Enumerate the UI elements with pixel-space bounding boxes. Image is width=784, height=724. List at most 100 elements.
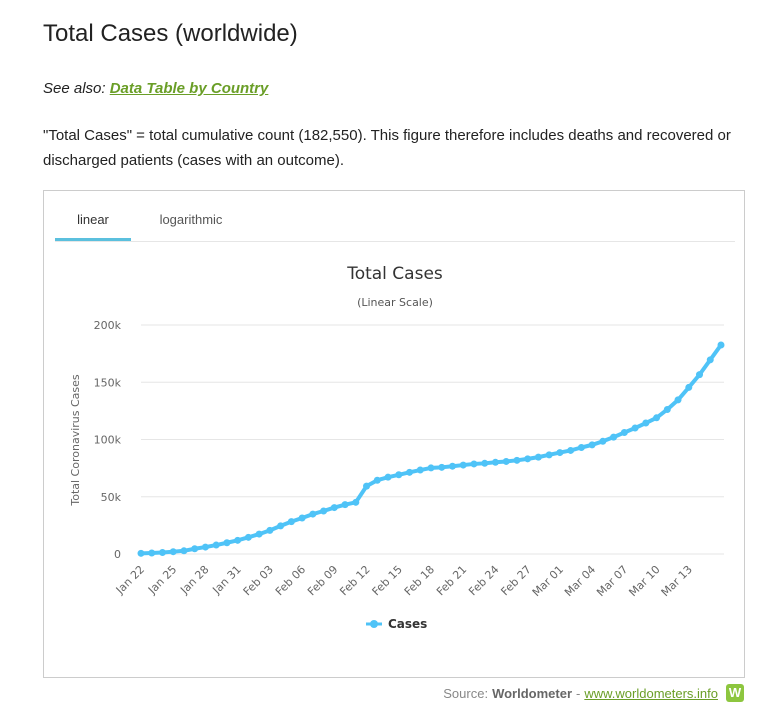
x-tick-label: Feb 09	[305, 563, 340, 598]
data-point	[137, 549, 145, 557]
data-point	[545, 451, 553, 459]
total-cases-chart: Total Cases (Linear Scale) Total Coronav…	[69, 264, 725, 631]
data-point	[309, 510, 317, 518]
y-axis-label: Total Coronavirus Cases	[69, 374, 82, 507]
x-tick-label: Feb 21	[434, 563, 469, 598]
source-separator: -	[576, 685, 581, 701]
page-title: Total Cases (worldwide)	[43, 20, 298, 47]
x-tick-label: Feb 27	[498, 563, 533, 598]
source-credit: Source: Worldometer - www.worldometers.i…	[443, 684, 744, 702]
data-point	[416, 466, 424, 474]
data-point	[169, 548, 177, 556]
data-point	[706, 356, 714, 364]
worldometer-logo-icon[interactable]: W	[726, 684, 744, 702]
data-point	[631, 424, 639, 432]
data-point	[255, 530, 263, 538]
y-tick-label: 150k	[94, 376, 122, 389]
data-point	[620, 429, 628, 437]
y-tick-label: 100k	[94, 434, 122, 447]
data-point	[395, 471, 403, 479]
data-point	[610, 433, 618, 441]
x-tick-label: Jan 28	[177, 563, 211, 597]
data-point	[427, 464, 435, 472]
x-tick-label: Feb 06	[273, 563, 308, 598]
chart-title: Total Cases	[346, 264, 443, 284]
chart-subtitle: (Linear Scale)	[357, 296, 433, 309]
x-tick-label: Jan 31	[210, 563, 244, 597]
data-point	[513, 456, 521, 464]
data-point	[481, 459, 489, 467]
tab-linear[interactable]: linear	[55, 201, 131, 241]
data-point	[287, 518, 295, 526]
data-point	[298, 514, 306, 522]
chart-tabs: linear logarithmic	[55, 201, 735, 242]
data-point	[491, 458, 499, 466]
data-point	[696, 371, 704, 379]
gridlines	[141, 324, 724, 555]
data-point	[448, 462, 456, 470]
worldometers-link[interactable]: www.worldometers.info	[584, 685, 718, 701]
data-point	[588, 441, 596, 449]
y-tick-label: 0	[114, 548, 121, 561]
data-point	[244, 533, 252, 541]
data-point	[266, 526, 274, 534]
see-also-prefix: See also:	[43, 80, 110, 97]
data-point	[320, 507, 328, 515]
source-prefix: Source:	[443, 685, 489, 701]
legend-swatch-marker	[370, 620, 378, 628]
data-point	[685, 383, 693, 391]
y-tick-label: 50k	[101, 491, 122, 504]
data-point	[363, 482, 371, 490]
data-point	[438, 463, 446, 471]
legend[interactable]: Cases	[366, 617, 427, 631]
data-point	[567, 446, 575, 454]
data-point	[352, 498, 360, 506]
x-tick-label: Feb 15	[370, 563, 405, 598]
x-tick-label: Mar 04	[562, 563, 598, 599]
source-brand: Worldometer	[492, 685, 572, 701]
data-point	[642, 419, 650, 427]
x-tick-label: Feb 03	[241, 563, 276, 598]
x-tick-label: Mar 10	[626, 563, 662, 599]
data-point	[663, 405, 671, 413]
tab-logarithmic[interactable]: logarithmic	[159, 212, 223, 227]
x-tick-label: Feb 18	[402, 563, 437, 598]
data-point	[234, 536, 242, 544]
data-point	[599, 437, 607, 445]
data-point	[330, 504, 338, 512]
x-tick-label: Mar 01	[530, 563, 566, 599]
data-point	[212, 541, 220, 549]
data-point	[277, 522, 285, 530]
data-point	[534, 453, 542, 461]
data-point	[223, 539, 231, 547]
data-point	[524, 455, 532, 463]
data-point	[191, 545, 199, 553]
series-line-cases	[139, 342, 723, 556]
x-tick-label: Jan 25	[145, 563, 179, 597]
data-point	[341, 501, 349, 509]
see-also: See also: Data Table by Country	[43, 80, 268, 97]
data-point	[577, 443, 585, 451]
data-point	[717, 341, 725, 349]
data-point	[502, 457, 510, 465]
chart-container: linear logarithmic Total Cases (Linear S…	[43, 190, 745, 678]
data-table-link[interactable]: Data Table by Country	[109, 80, 269, 97]
y-axis-ticks: 0 50k 100k 150k 200k	[94, 319, 122, 561]
x-tick-label: Mar 13	[659, 563, 695, 599]
x-tick-label: Jan 22	[113, 563, 147, 597]
x-tick-label: Feb 12	[337, 563, 372, 598]
data-point	[180, 547, 188, 555]
data-point	[459, 461, 467, 469]
data-point	[148, 549, 156, 557]
data-point	[158, 548, 166, 556]
series-cases	[137, 341, 725, 557]
data-point	[373, 476, 381, 484]
data-point	[384, 473, 392, 481]
x-tick-label: Mar 07	[594, 563, 630, 599]
data-point	[470, 460, 478, 468]
data-point	[653, 414, 661, 422]
legend-label-cases: Cases	[388, 617, 427, 631]
data-point	[406, 468, 414, 476]
y-tick-label: 200k	[94, 319, 122, 332]
